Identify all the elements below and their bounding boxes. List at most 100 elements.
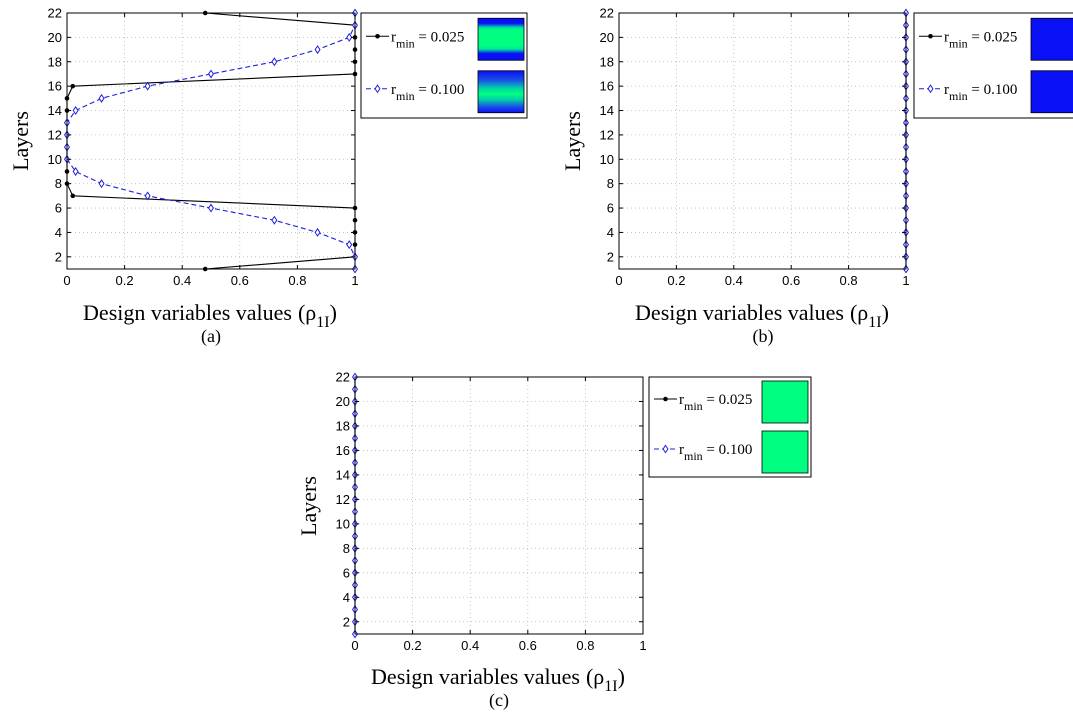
legend-label-suffix: = 0.025	[968, 29, 1018, 45]
x-tick-label: 1	[351, 273, 358, 288]
x-tick-label: 0.6	[782, 273, 800, 288]
series-2-point	[207, 69, 215, 79]
panel-caption: (c)	[489, 690, 509, 711]
legend-marker-dot	[928, 33, 933, 39]
x-axis-label: Design variables values (ρ1I)	[371, 664, 625, 695]
panel-caption: (b)	[753, 326, 774, 347]
panel-caption: (a)	[201, 326, 221, 347]
y-axis-label: Layers	[560, 111, 585, 171]
x-axis-label-close: )	[330, 300, 337, 325]
x-axis-label-text: Design variables values	[83, 300, 292, 325]
legend-thumbnail-bands	[477, 17, 525, 61]
y-tick-label: 10	[336, 516, 350, 531]
legend-marker-dot	[663, 396, 668, 402]
chart-panel-c: 0 0.2 0.4 0.6 0.8 1246810121416182022LayersDe…	[296, 370, 812, 711]
y-tick-label: 4	[343, 590, 350, 605]
series-2-point	[207, 203, 215, 213]
legend-thumbnail-green	[761, 380, 809, 424]
series-2-point	[314, 227, 321, 237]
legend-label-suffix: = 0.100	[415, 82, 465, 98]
y-tick-label: 2	[343, 614, 350, 629]
series-1-point	[70, 193, 76, 199]
legend-label-suffix: = 0.025	[703, 392, 753, 408]
x-tick-label: 0.4	[461, 638, 479, 653]
x-axis-label-symbol: (ρ	[586, 664, 604, 689]
legend-label-prefix: r	[944, 29, 949, 45]
series-2-point	[72, 166, 79, 176]
plot-area	[67, 13, 355, 269]
legend-thumbnail-blue	[1030, 70, 1073, 114]
axes-frame	[354, 376, 644, 635]
x-tick-label: 0.2	[116, 273, 134, 288]
y-tick-label: 20	[600, 30, 614, 45]
legend-label-prefix: r	[944, 82, 949, 98]
legend-label-sub: min	[396, 89, 415, 103]
x-tick-label: 0.4	[173, 273, 191, 288]
series-2-point	[144, 191, 151, 201]
x-axis-label-subscript: 1I	[316, 314, 329, 331]
x-axis-label-subscript: 1I	[868, 314, 881, 331]
x-tick-label: 0.4	[725, 273, 743, 288]
series-1-point	[70, 83, 76, 89]
series-2-point	[271, 215, 278, 225]
y-tick-label: 6	[607, 201, 614, 216]
legend-label: rmin = 0.025	[944, 29, 1017, 50]
y-tick-label: 18	[48, 54, 62, 69]
x-tick-label: 0.8	[288, 273, 306, 288]
series-2-point	[144, 81, 151, 91]
series-2-point	[346, 240, 353, 250]
y-tick-label: 18	[336, 418, 350, 433]
y-tick-label: 14	[336, 467, 350, 482]
x-axis-label-close: )	[618, 664, 625, 689]
chart-panel-b: 0 0.2 0.4 0.6 0.8 1246810121416182022LayersDe…	[560, 6, 1073, 347]
series-2-line	[66, 13, 356, 269]
y-tick-label: 12	[600, 127, 614, 142]
legend-thumbnail-green	[761, 430, 809, 474]
legend-label-prefix: r	[679, 442, 684, 458]
y-tick-label: 22	[48, 6, 62, 21]
x-tick-label: 0.2	[667, 273, 685, 288]
legend-label-prefix: r	[391, 82, 396, 98]
y-tick-label: 16	[48, 79, 62, 94]
x-axis-label-close: )	[882, 300, 889, 325]
x-tick-label: 0.8	[840, 273, 858, 288]
legend-label: rmin = 0.025	[391, 29, 464, 50]
legend-label-prefix: r	[679, 392, 684, 408]
series-2-point	[271, 57, 278, 67]
y-tick-label: 12	[48, 127, 62, 142]
legend-label-suffix: = 0.100	[703, 442, 753, 458]
y-tick-label: 18	[600, 54, 614, 69]
legend-label-suffix: = 0.100	[968, 82, 1018, 98]
legend-label-sub: min	[949, 36, 968, 50]
legend-marker-dot	[375, 33, 380, 39]
legend-marker-diamond	[927, 84, 934, 94]
y-tick-label: 16	[600, 79, 614, 94]
y-tick-label: 2	[607, 249, 614, 264]
y-tick-label: 22	[336, 370, 350, 385]
legend-label-prefix: r	[391, 29, 396, 45]
x-tick-label: 0.6	[519, 638, 537, 653]
series-2-point	[98, 179, 105, 189]
y-tick-label: 8	[55, 176, 62, 191]
legend-label-suffix: = 0.025	[415, 29, 465, 45]
legend-label-sub: min	[396, 36, 415, 50]
x-tick-label: 0	[615, 273, 622, 288]
legend-label: rmin = 0.100	[944, 82, 1017, 103]
y-tick-label: 6	[343, 565, 350, 580]
y-tick-label: 10	[48, 152, 62, 167]
y-tick-label: 20	[48, 30, 62, 45]
y-tick-label: 14	[48, 103, 62, 118]
x-tick-label: 0.2	[404, 638, 422, 653]
legend-label-sub: min	[949, 89, 968, 103]
x-tick-label: 0.6	[231, 273, 249, 288]
x-axis-label: Design variables values (ρ1I)	[635, 300, 889, 331]
legend-marker-diamond	[374, 84, 381, 94]
y-tick-label: 4	[607, 225, 614, 240]
x-axis-label-text: Design variables values	[635, 300, 844, 325]
x-axis-label: Design variables values (ρ1I)	[83, 300, 337, 331]
y-tick-label: 4	[55, 225, 62, 240]
series-2-point	[72, 106, 79, 116]
y-tick-label: 2	[55, 249, 62, 264]
